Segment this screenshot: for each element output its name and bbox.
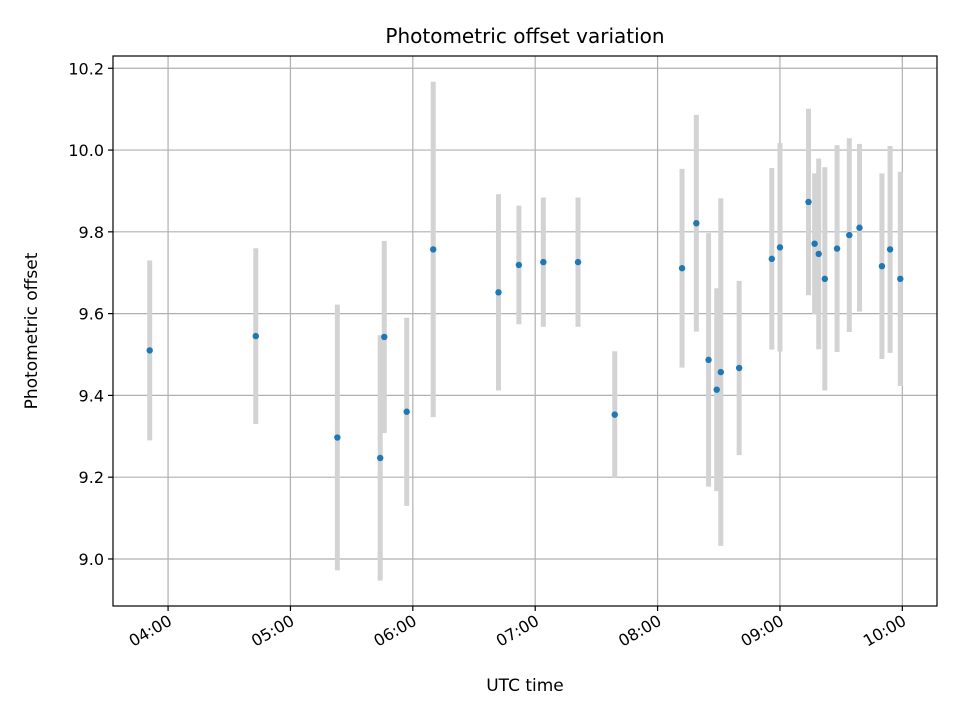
- data-point: [334, 434, 341, 441]
- data-point: [897, 275, 904, 283]
- data-point: [846, 231, 853, 239]
- data-point: [815, 250, 822, 258]
- data-point: [678, 265, 686, 272]
- y-tick-label: 9.0: [79, 550, 104, 569]
- data-point: [430, 246, 437, 253]
- y-axis-label: Photometric offset: [22, 252, 42, 409]
- data-point: [381, 333, 388, 341]
- data-point: [811, 240, 818, 247]
- data-point: [403, 408, 410, 415]
- data-point: [856, 224, 863, 231]
- chart-title: Photometric offset variation: [385, 24, 664, 48]
- data-point: [833, 245, 841, 252]
- x-axis-label: UTC time: [486, 676, 564, 696]
- data-point: [821, 275, 829, 283]
- data-point: [146, 347, 153, 354]
- y-tick-label: 9.4: [79, 386, 104, 405]
- y-tick-label: 10.0: [68, 141, 104, 160]
- data-point: [693, 220, 700, 227]
- y-tick-label: 9.8: [79, 223, 104, 242]
- y-tick-label: 9.2: [79, 468, 104, 487]
- y-tick-label: 10.2: [68, 59, 104, 78]
- data-point: [705, 356, 712, 364]
- data-point: [540, 258, 547, 266]
- data-point: [515, 261, 523, 269]
- data-point: [886, 246, 894, 253]
- plot-frame: [112, 55, 938, 607]
- data-point: [768, 255, 775, 263]
- data-point: [495, 289, 502, 296]
- data-point: [713, 386, 720, 393]
- data-point: [252, 332, 259, 340]
- data-point: [735, 364, 743, 372]
- data-point: [717, 368, 725, 376]
- data-point: [574, 258, 582, 266]
- data-point: [376, 454, 384, 462]
- y-tick-label: 9.6: [79, 305, 104, 324]
- data-point: [878, 262, 886, 270]
- data-point: [611, 411, 618, 418]
- data-point: [805, 198, 812, 206]
- data-point: [776, 244, 784, 251]
- data-points: [146, 198, 904, 462]
